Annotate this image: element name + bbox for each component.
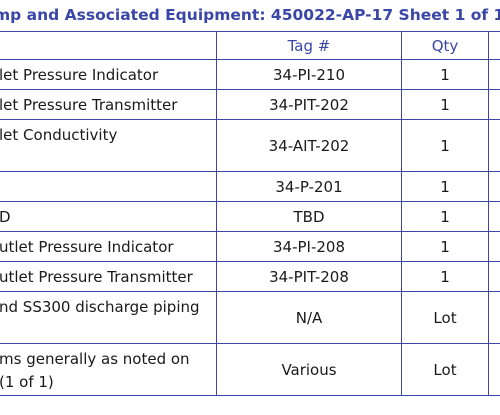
row-tag: 34-PI-208 — [216, 231, 402, 262]
row-description-line2: (1 of 1) — [0, 373, 54, 391]
row-description-line1: ms generally as noted on — [0, 350, 190, 368]
row-tag: 34-AIT-202 — [216, 119, 402, 172]
row-description: let Conductivity — [0, 119, 217, 172]
row-description: nd SS300 discharge piping — [0, 291, 217, 344]
table-row: utlet Pressure Indicator 34-PI-208 1 — [0, 231, 500, 262]
row-description: let Pressure Transmitter — [0, 89, 217, 120]
row-qty: 1 — [401, 59, 489, 90]
header-description — [0, 31, 217, 60]
table-row: let Pressure Indicator 34-PI-210 1 — [0, 59, 500, 90]
row-tag: N/A — [216, 291, 402, 344]
row-description: ms generally as noted on (1 of 1) — [0, 343, 217, 396]
row-description: utlet Pressure Transmitter — [0, 261, 217, 292]
row-qty: 1 — [401, 119, 489, 172]
table-row: let Conductivity 34-AIT-202 1 — [0, 119, 500, 172]
table-row: 34-P-201 1 — [0, 171, 500, 202]
row-qty: Lot — [401, 291, 489, 344]
table-row: ms generally as noted on (1 of 1) Various… — [0, 343, 500, 396]
header-qty: Qty — [401, 31, 489, 60]
row-description: D — [0, 201, 217, 232]
row-description: let Pressure Indicator — [0, 59, 217, 90]
sheet-title: mp and Associated Equipment: 450022-AP-1… — [0, 0, 500, 31]
row-tag: 34-PI-210 — [216, 59, 402, 90]
row-tag: Various — [216, 343, 402, 396]
row-tag: 34-P-201 — [216, 171, 402, 202]
row-qty: 1 — [401, 261, 489, 292]
table-row: D TBD 1 — [0, 201, 500, 232]
table-row: utlet Pressure Transmitter 34-PIT-208 1 — [0, 261, 500, 292]
header-tag: Tag # — [216, 31, 402, 60]
header-extra — [488, 31, 500, 60]
equipment-table: Tag # Qty let Pressure Indicator 34-PI-2… — [0, 31, 500, 396]
row-qty: 1 — [401, 171, 489, 202]
row-qty: 1 — [401, 231, 489, 262]
row-tag: 34-PIT-208 — [216, 261, 402, 292]
table-row: nd SS300 discharge piping N/A Lot — [0, 291, 500, 344]
row-qty: 1 — [401, 201, 489, 232]
row-tag: TBD — [216, 201, 402, 232]
table-row: let Pressure Transmitter 34-PIT-202 1 — [0, 89, 500, 120]
sheet-title-text: mp and Associated Equipment: 450022-AP-1… — [0, 6, 500, 24]
row-tag: 34-PIT-202 — [216, 89, 402, 120]
row-qty: 1 — [401, 89, 489, 120]
row-qty: Lot — [401, 343, 489, 396]
row-description: utlet Pressure Indicator — [0, 231, 217, 262]
row-description — [0, 171, 217, 202]
table-header-row: Tag # Qty — [0, 31, 500, 60]
